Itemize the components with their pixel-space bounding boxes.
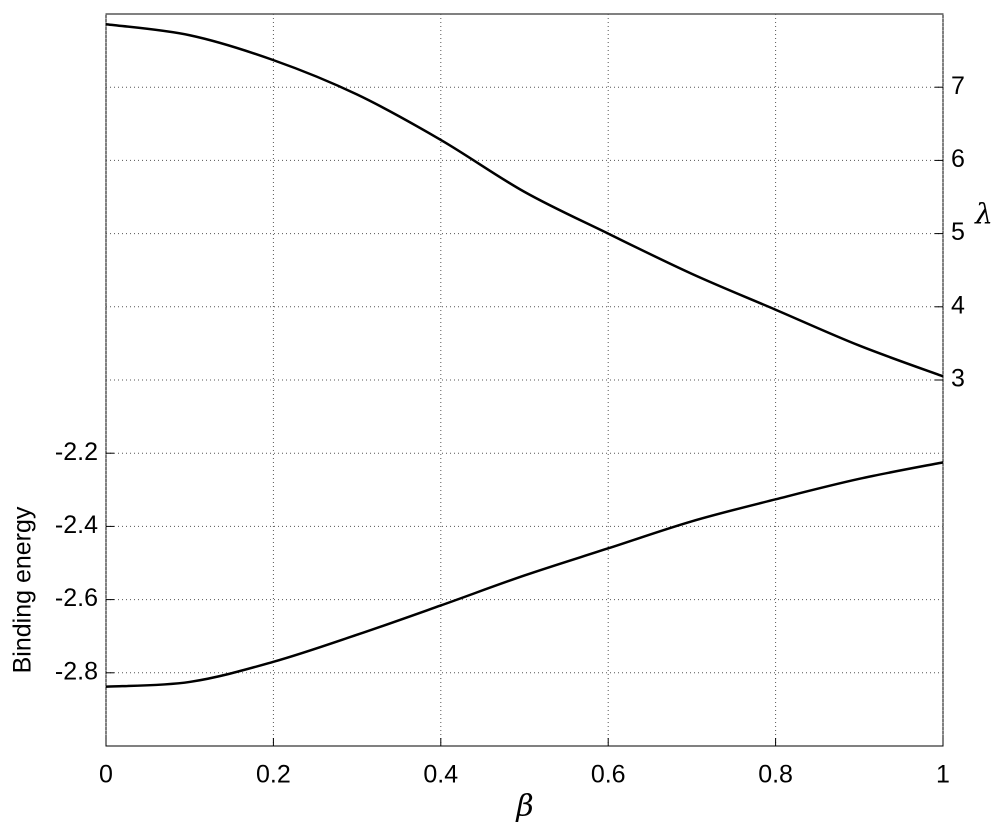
y2-tick-label: 3	[951, 365, 965, 393]
x-tick-label: 1	[936, 761, 950, 789]
plot-frame	[105, 13, 944, 747]
x-tick-label: 0.6	[591, 761, 626, 789]
y2-axis-label: λ	[974, 198, 993, 231]
y-axis-label: Binding energy	[9, 506, 37, 673]
x-axis-label: β	[515, 789, 533, 824]
series-line	[105, 461, 944, 688]
x-tick-label: 0.8	[758, 761, 793, 789]
y-tick-label: -2.6	[55, 584, 98, 612]
y-tick-label: -2.2	[55, 438, 98, 466]
y2-tick-label: 6	[951, 145, 965, 173]
y-tick-label: -2.4	[55, 511, 98, 539]
x-tick-label: 0.4	[423, 761, 458, 789]
y2-tick-label: 4	[951, 291, 965, 319]
series-line	[105, 23, 944, 378]
y2-tick-label: 5	[951, 218, 965, 246]
y2-tick-label: 7	[951, 72, 965, 100]
y-tick-label: -2.8	[55, 657, 98, 685]
x-tick-label: 0	[99, 761, 113, 789]
x-tick-label: 0.2	[256, 761, 291, 789]
